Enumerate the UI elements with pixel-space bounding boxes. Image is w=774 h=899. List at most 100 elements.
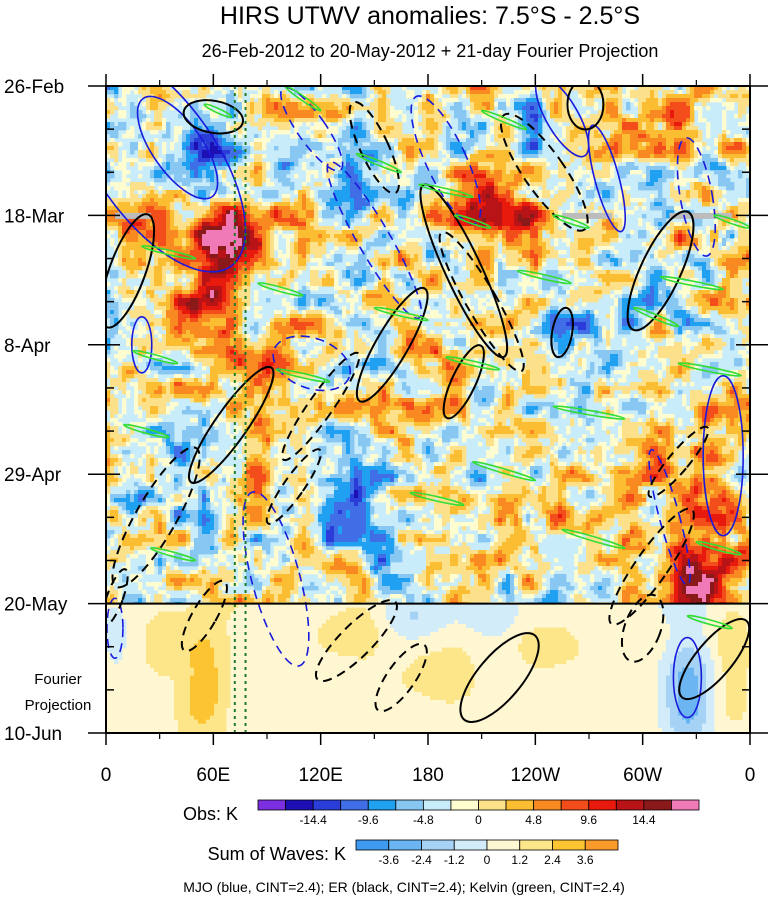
obs-cell	[534, 130, 539, 135]
obs-cell	[434, 142, 439, 147]
obs-cell	[510, 166, 515, 171]
obs-cell	[154, 94, 159, 99]
obs-cell	[354, 214, 359, 219]
obs-cell	[470, 186, 475, 191]
obs-cell	[394, 114, 399, 119]
obs-cell	[606, 222, 611, 227]
obs-cell	[622, 146, 627, 151]
obs-cell	[418, 238, 423, 243]
obs-cell	[210, 166, 215, 171]
obs-cell	[722, 198, 727, 203]
obs-cell	[122, 230, 127, 235]
obs-cell	[186, 134, 191, 139]
obs-cell	[206, 186, 211, 191]
obs-cell	[230, 90, 235, 95]
obs-cell	[238, 158, 243, 163]
obs-cell	[306, 106, 311, 111]
obs-cell	[538, 162, 543, 167]
obs-cell	[474, 102, 479, 107]
obs-cell	[210, 206, 215, 211]
obs-cell	[650, 154, 655, 159]
obs-cell	[406, 170, 411, 175]
obs-cell	[374, 250, 379, 255]
obs-cell	[330, 158, 335, 163]
obs-cell	[390, 170, 395, 175]
obs-cell	[190, 178, 195, 183]
obs-cell	[646, 102, 651, 107]
obs-cell	[250, 86, 255, 91]
obs-cell	[558, 230, 563, 235]
obs-cell	[418, 134, 423, 139]
obs-cell	[382, 114, 387, 119]
obs-cell	[622, 186, 627, 191]
obs-cell	[566, 118, 571, 123]
obs-cell	[378, 230, 383, 235]
obs-cell	[134, 234, 139, 239]
obs-cell	[414, 118, 419, 123]
obs-cell	[686, 162, 691, 167]
obs-cell	[394, 202, 399, 207]
obs-cell	[462, 142, 467, 147]
obs-cell	[666, 158, 671, 163]
obs-cell	[334, 242, 339, 247]
obs-cell	[414, 110, 419, 115]
obs-cell	[418, 170, 423, 175]
obs-cell	[582, 234, 587, 239]
obs-cell	[286, 210, 291, 215]
obs-cell	[346, 166, 351, 171]
obs-cell	[154, 234, 159, 239]
obs-cell	[538, 146, 543, 151]
obs-cell	[402, 142, 407, 147]
obs-cell	[166, 86, 171, 91]
obs-cell	[434, 218, 439, 223]
obs-cell	[718, 162, 723, 167]
obs-cell	[634, 154, 639, 159]
obs-cell	[478, 90, 483, 95]
obs-cell	[530, 118, 535, 123]
obs-cell	[746, 90, 750, 95]
obs-cell	[630, 198, 635, 203]
obs-cell	[354, 150, 359, 155]
obs-cell	[650, 134, 655, 139]
obs-cell	[746, 154, 750, 159]
obs-cell	[230, 158, 235, 163]
obs-cell	[358, 162, 363, 167]
obs-cell	[478, 222, 483, 227]
obs-cell	[690, 150, 695, 155]
obs-cell	[534, 210, 539, 215]
obs-cell	[534, 178, 539, 183]
obs-cell	[402, 190, 407, 195]
obs-cell	[146, 158, 151, 163]
obs-cell	[398, 154, 403, 159]
obs-cell	[278, 162, 283, 167]
obs-cell	[338, 178, 343, 183]
obs-cell	[378, 218, 383, 223]
obs-cell	[286, 226, 291, 231]
obs-cell	[246, 86, 251, 91]
obs-cell	[282, 126, 287, 131]
obs-cell	[702, 250, 707, 255]
obs-cell	[726, 94, 731, 99]
obs-cell	[266, 226, 271, 231]
obs-cell	[526, 178, 531, 183]
obs-cell	[534, 118, 539, 123]
obs-cell	[622, 214, 627, 219]
obs-cell	[378, 190, 383, 195]
obs-cell	[170, 210, 175, 215]
obs-cell	[170, 154, 175, 159]
obs-cell	[386, 110, 391, 115]
obs-cell	[286, 126, 291, 131]
obs-cell	[338, 122, 343, 127]
obs-cell	[250, 142, 255, 147]
obs-cell	[738, 170, 743, 175]
obs-cell	[514, 222, 519, 227]
obs-cell	[334, 246, 339, 251]
obs-cell	[438, 118, 443, 123]
obs-cell	[590, 90, 595, 95]
obs-cell	[402, 134, 407, 139]
obs-cell	[594, 250, 599, 255]
obs-cell	[214, 186, 219, 191]
obs-cell	[450, 242, 455, 247]
obs-cell	[454, 106, 459, 111]
obs-cell	[178, 114, 183, 119]
